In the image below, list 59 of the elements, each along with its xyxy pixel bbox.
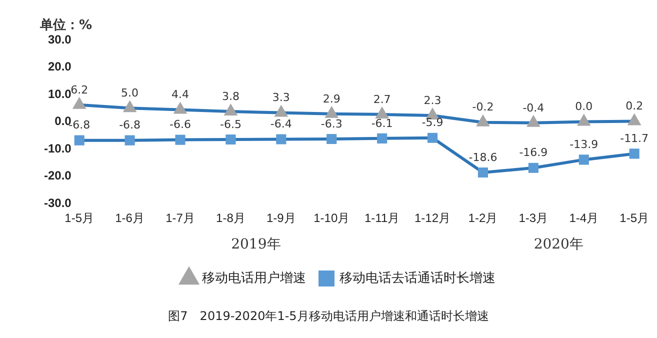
data-label: -18.6 [468, 150, 498, 164]
data-label: 4.4 [172, 88, 190, 102]
x-tick-label: 1-4月 [569, 211, 599, 226]
data-label: 5.0 [121, 86, 139, 100]
point [377, 133, 388, 144]
x-tick-label: 1-5月 [620, 211, 649, 226]
x-tick-label: 1-5月 [64, 211, 94, 226]
data-label: 0.0 [575, 100, 593, 114]
point [175, 134, 186, 145]
data-label: 2.7 [373, 92, 391, 106]
data-label: -6.6 [170, 118, 191, 132]
y-tick-label: 10.0 [48, 86, 72, 101]
text: 2019年 [231, 236, 281, 253]
y-tick-label: 30.0 [48, 32, 72, 46]
data-label: -16.9 [519, 146, 548, 160]
data-label: -13.9 [570, 138, 598, 152]
point [74, 135, 84, 146]
data-label: -6.3 [320, 117, 342, 130]
point [226, 134, 236, 145]
data-label: 0.2 [626, 100, 644, 113]
x-tick-label: 1-8月 [216, 211, 246, 226]
x-tick-label: 1-11月 [364, 211, 400, 226]
text: 单位：% [39, 16, 92, 33]
legend-label: 移动电话去话通话时长增速 [340, 270, 496, 286]
text: 2020年 [534, 236, 584, 253]
data-label: -6.1 [371, 116, 393, 130]
data-label: 3.8 [222, 90, 240, 103]
data-label: 2.9 [322, 92, 340, 106]
data-label: -6.8 [119, 118, 141, 132]
point [124, 135, 135, 146]
point [528, 162, 538, 173]
data-label: 2.3 [424, 94, 442, 107]
data-label: -0.2 [472, 100, 494, 114]
point [578, 154, 589, 165]
point [276, 134, 286, 144]
x-tick-label: 1-10月 [314, 211, 350, 226]
data-label: 6.2 [70, 83, 88, 96]
x-tick-label: 1-2月 [468, 211, 498, 226]
x-tick-label: 1-7月 [166, 211, 195, 226]
data-label: -11.7 [620, 132, 649, 146]
x-tick-label: 1-3月 [518, 211, 548, 226]
data-label: -6.5 [220, 118, 242, 131]
data-label: -5.9 [422, 116, 444, 130]
point [326, 134, 337, 144]
text: 图7 2019-2020年1-5月移动电话用户增速和通话时长增速 [167, 308, 490, 325]
legend-label: 移动电话用户增速 [202, 270, 306, 286]
x-tick-label: 1-6月 [115, 211, 144, 226]
y-tick-label: -10.0 [44, 141, 72, 156]
y-tick-label: 20.0 [48, 60, 72, 74]
x-tick-label: 1-12月 [414, 211, 451, 226]
data-label: -6.4 [270, 118, 292, 131]
data-label: -0.4 [522, 101, 544, 114]
y-tick-label: -30.0 [44, 196, 72, 210]
point [427, 132, 438, 143]
x-tick-label: 1-9月 [266, 211, 296, 226]
y-tick-label: -20.0 [44, 168, 72, 183]
point [478, 167, 488, 178]
point [629, 148, 640, 159]
data-label: 3.3 [272, 91, 290, 104]
